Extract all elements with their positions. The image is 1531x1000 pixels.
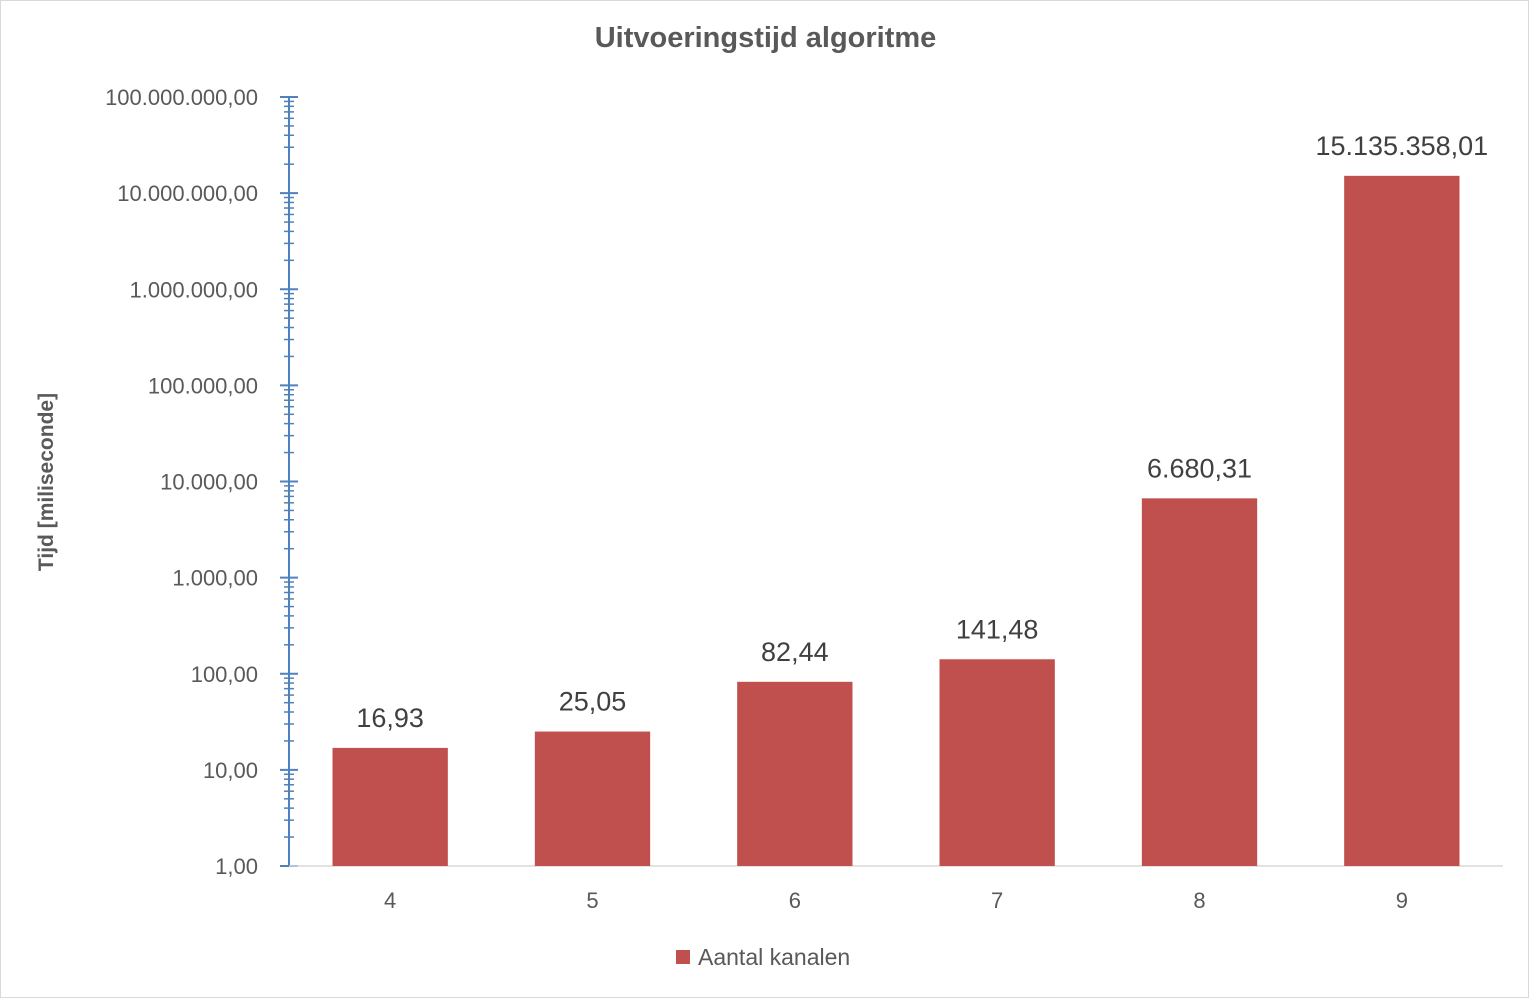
y-tick-label: 100.000.000,00 — [105, 85, 258, 110]
x-tick-label: 9 — [1396, 888, 1408, 913]
x-tick-label: 8 — [1193, 888, 1205, 913]
data-label: 25,05 — [559, 687, 627, 717]
x-tick-label: 7 — [991, 888, 1003, 913]
data-label: 141,48 — [956, 614, 1039, 644]
legend-label: Aantal kanalen — [698, 943, 851, 970]
bar — [534, 731, 651, 866]
y-tick-label: 10.000,00 — [160, 470, 258, 495]
data-label: 82,44 — [761, 637, 829, 667]
x-tick-label: 6 — [789, 888, 801, 913]
bar — [1141, 498, 1258, 866]
y-tick-label: 1.000,00 — [172, 566, 258, 591]
bar — [332, 747, 448, 866]
legend-swatch — [676, 950, 690, 964]
y-tick-label: 100.000,00 — [148, 373, 258, 398]
bar — [737, 681, 853, 866]
data-label: 6.680,31 — [1147, 453, 1252, 483]
chart-title: Uitvoeringstijd algoritme — [594, 22, 937, 54]
y-tick-label: 1.000.000,00 — [130, 277, 258, 302]
y-tick-label: 10,00 — [203, 758, 258, 783]
data-label: 16,93 — [356, 703, 424, 733]
x-tick-label: 4 — [384, 888, 396, 913]
y-tick-label: 10.000.000,00 — [117, 181, 258, 206]
bar — [1344, 175, 1460, 867]
y-tick-label: 100,00 — [191, 662, 258, 687]
x-tick-label: 5 — [586, 888, 598, 913]
bar — [939, 659, 1055, 866]
legend: Aantal kanalen — [676, 942, 850, 972]
data-label: 15.135.358,01 — [1315, 131, 1488, 161]
y-tick-label: 1,00 — [215, 854, 258, 879]
